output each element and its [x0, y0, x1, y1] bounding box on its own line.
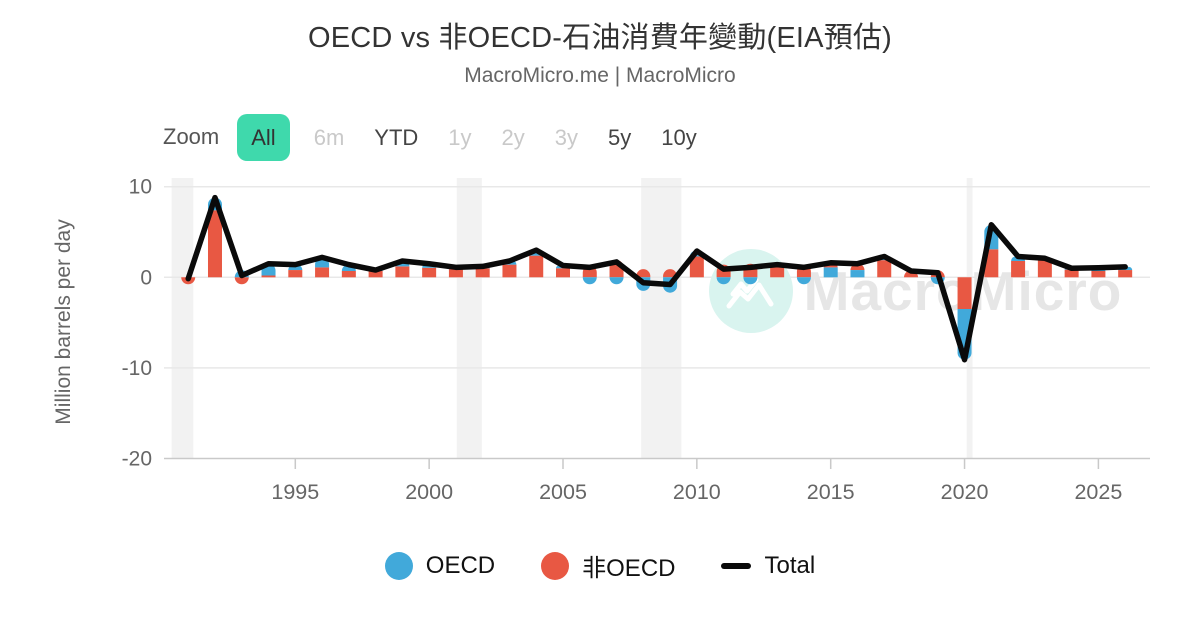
legend-label: Total — [764, 551, 816, 579]
series-dot-icon — [541, 551, 570, 580]
oecd-bar — [796, 277, 811, 285]
non-oecd-bar — [1118, 270, 1133, 278]
non-oecd-bar — [502, 264, 517, 278]
oecd-bar — [582, 277, 597, 285]
zoom-button-5y[interactable]: 5y — [602, 114, 637, 161]
y-axis-title: Million barrels per day — [52, 219, 75, 425]
non-oecd-bar — [663, 269, 678, 278]
non-oecd-bar — [1037, 259, 1052, 278]
y-axis-tick-label: 10 — [129, 176, 152, 199]
zoom-button-1y: 1y — [442, 114, 477, 161]
legend-label: 非OECD — [582, 555, 676, 582]
legend-label: OECD — [425, 551, 496, 579]
zoom-button-6m: 6m — [308, 114, 351, 161]
non-oecd-bar — [207, 210, 222, 278]
non-oecd-bar — [1091, 270, 1106, 278]
chart-title: OECD vs 非OECD-石油消費年變動(EIA預估) — [307, 22, 892, 54]
y-axis-tick-label: -20 — [122, 447, 152, 470]
recession-band — [456, 178, 482, 459]
macromicro-mountain-logo-icon — [730, 277, 759, 297]
non-oecd-bar — [422, 267, 437, 278]
macromicro-mountain-logo-icon — [726, 282, 774, 309]
zoom-buttons-group: All 6m YTD 1y 2y 3y 5y 10y — [237, 113, 703, 161]
watermark-logo-circle — [709, 249, 793, 333]
non-oecd-bar — [261, 275, 276, 278]
total-line-marker-icon — [721, 562, 752, 569]
oecd-bar — [850, 270, 865, 278]
oecd-bar — [609, 277, 624, 285]
non-oecd-bar — [341, 270, 356, 278]
x-axis-tick-label: 2025 — [1074, 480, 1122, 504]
chart-subtitle: MacroMicro.me | MacroMicro — [464, 64, 736, 87]
x-axis-tick-label: 1995 — [271, 480, 319, 504]
oecd-bar — [823, 267, 838, 278]
legend-item-oecd[interactable]: OECD — [384, 551, 496, 580]
recession-band — [171, 178, 194, 459]
zoom-label: Zoom — [163, 124, 220, 149]
non-oecd-bar — [1011, 260, 1026, 278]
zoom-button-3y: 3y — [549, 114, 584, 161]
non-oecd-bar — [1064, 269, 1079, 278]
zoom-button-ytd[interactable]: YTD — [368, 114, 424, 161]
non-oecd-bar — [877, 260, 892, 278]
non-oecd-bar — [529, 255, 544, 278]
non-oecd-bar — [770, 265, 785, 278]
legend-item-non-oecd[interactable]: 非OECD — [541, 548, 675, 583]
non-oecd-bar — [957, 277, 972, 309]
non-oecd-bar — [448, 269, 463, 278]
series-dot-icon — [384, 551, 413, 580]
y-axis-tick-label: -10 — [122, 357, 152, 380]
y-axis-tick-label: 0 — [140, 266, 152, 289]
non-oecd-bar — [234, 277, 249, 285]
non-oecd-bar — [636, 269, 651, 278]
oecd-bar — [743, 277, 758, 285]
zoom-button-10y[interactable]: 10y — [655, 114, 702, 161]
x-axis-tick-label: 2000 — [405, 480, 453, 504]
non-oecd-bar — [395, 266, 410, 278]
zoom-range-toolbar: Zoom All 6m YTD 1y 2y 3y 5y 10y — [163, 113, 703, 161]
non-oecd-bar — [288, 270, 303, 278]
x-axis-tick-label: 2020 — [941, 480, 989, 504]
non-oecd-bar — [368, 270, 383, 278]
oecd-bar — [716, 277, 731, 285]
non-oecd-bar — [475, 268, 490, 278]
zoom-button-all[interactable]: All — [237, 113, 290, 161]
non-oecd-bar — [689, 256, 704, 278]
x-axis-tick-label: 2010 — [673, 480, 721, 504]
chart-legend: OECD 非OECD Total — [0, 548, 1200, 583]
zoom-button-2y: 2y — [496, 114, 531, 161]
recession-band — [641, 178, 682, 459]
non-oecd-bar — [556, 268, 570, 278]
non-oecd-bar — [315, 267, 330, 278]
total-line — [185, 194, 1128, 363]
x-axis-tick-label: 2015 — [807, 480, 855, 504]
x-axis-tick-label: 2005 — [539, 480, 587, 504]
legend-item-total[interactable]: Total — [721, 552, 815, 580]
